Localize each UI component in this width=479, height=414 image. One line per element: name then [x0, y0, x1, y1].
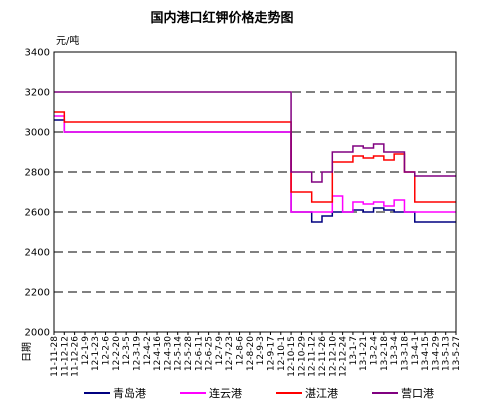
x-tick-label: 12-4-2 — [143, 336, 153, 365]
series-line-2 — [54, 111, 456, 203]
y-tick-label: 3000 — [25, 128, 50, 139]
x-axis-ticks: 11-11-28 11-12-12 11-12-26 12-1-9 12-1-23 12-… — [50, 332, 462, 377]
x-tick-label: 12-4-30 — [163, 336, 173, 371]
y-tick-label: 2400 — [25, 248, 50, 259]
x-tick-label: 12-4-16 — [153, 336, 163, 371]
x-tick-label: 12-10-15 — [287, 336, 297, 377]
x-tick-label: 13-4-15 — [421, 336, 431, 371]
x-tick-label: 12-3-5 — [122, 336, 132, 365]
y-tick-label: 2000 — [25, 328, 50, 339]
y-axis-unit: 元/吨 — [56, 34, 79, 47]
y-tick-label: 2800 — [25, 168, 50, 179]
x-tick-label: 11-12-12 — [60, 336, 70, 377]
x-tick-label: 13-1-21 — [359, 336, 369, 371]
x-tick-label: 13-2-4 — [370, 336, 380, 366]
x-tick-label: 12-9-17 — [266, 336, 276, 371]
legend: 青岛港 连云港 湛江港 营口港 — [84, 386, 434, 400]
x-tick-label: 12-11-26 — [318, 336, 328, 377]
legend-label: 营口港 — [401, 386, 434, 400]
series-line-3 — [54, 91, 456, 183]
x-tick-label: 12-5-28 — [184, 336, 194, 371]
x-tick-label: 13-5-13 — [442, 336, 452, 371]
x-tick-label: 12-12-10 — [328, 336, 338, 377]
x-tick-label: 12-1-23 — [91, 336, 101, 371]
legend-label: 连云港 — [209, 387, 242, 400]
x-tick-label: 13-3-4 — [390, 336, 400, 366]
x-tick-label: 12-12-24 — [339, 336, 349, 377]
x-tick-label: 12-3-19 — [132, 336, 142, 371]
legend-label: 湛江港 — [305, 387, 338, 400]
x-tick-label: 13-4-29 — [431, 336, 441, 371]
x-tick-label: 12-7-23 — [225, 336, 235, 371]
x-tick-label: 12-10-29 — [297, 336, 307, 377]
x-tick-label: 12-2-20 — [112, 336, 122, 371]
x-tick-label: 13-5-27 — [452, 336, 462, 371]
x-tick-label: 12-7-9 — [215, 336, 225, 366]
y-tick-label: 2600 — [25, 208, 50, 219]
x-tick-label: 13-2-18 — [380, 336, 390, 371]
y-axis-ticks: 2000 2200 2400 2600 2800 3000 3200 3400 — [25, 48, 50, 339]
x-tick-label: 13-3-18 — [400, 336, 410, 371]
x-tick-label: 12-11-12 — [308, 336, 318, 377]
y-tick-label: 3400 — [25, 48, 50, 59]
x-tick-label: 11-11-28 — [50, 336, 60, 377]
x-tick-label: 12-1-9 — [81, 336, 91, 366]
x-tick-label: 12-9-3 — [256, 336, 266, 365]
chart-title: 国内港口红钾价格走势图 — [150, 10, 293, 26]
x-tick-label: 12-5-14 — [174, 336, 184, 371]
series-lines — [54, 91, 456, 223]
x-tick-label: 12-6-11 — [194, 336, 204, 371]
x-tick-label: 13-1-7 — [349, 336, 359, 365]
x-tick-label: 12-8-20 — [246, 336, 256, 371]
x-tick-label: 13-4-1 — [411, 336, 421, 365]
x-tick-label: 12-8-6 — [236, 336, 246, 366]
series-line-1 — [54, 115, 456, 213]
x-tick-label: 12-6-25 — [205, 336, 215, 371]
legend-label: 青岛港 — [113, 386, 146, 400]
y-tick-label: 3200 — [25, 88, 50, 99]
y-tick-label: 2200 — [25, 288, 50, 299]
x-axis-label: 日期 — [21, 342, 33, 362]
x-tick-label: 12-2-6 — [102, 336, 112, 366]
x-tick-label: 12-10-1 — [277, 336, 287, 371]
x-tick-label: 11-12-26 — [71, 336, 81, 377]
plot-area-border — [53, 51, 457, 333]
series-line-0 — [54, 119, 456, 223]
